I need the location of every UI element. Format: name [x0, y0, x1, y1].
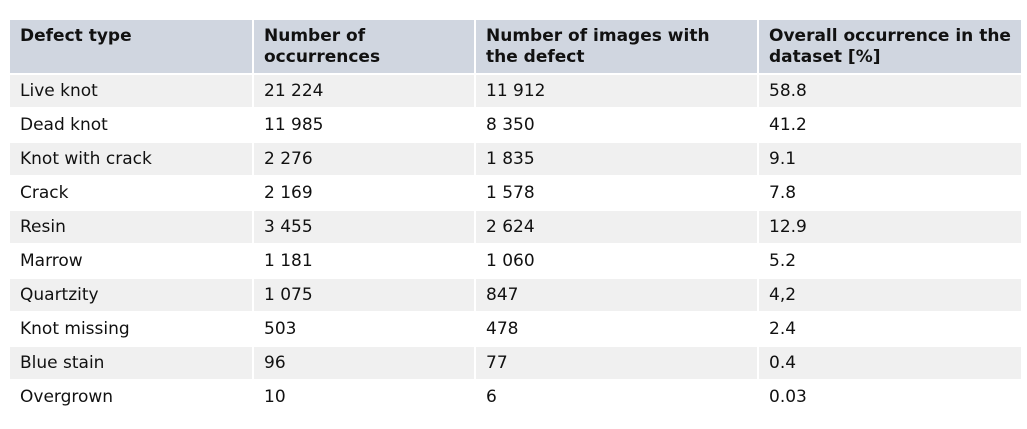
- table-row: Quartzity 1 075 847 4,2: [10, 279, 1021, 311]
- table-row: Blue stain 96 77 0.4: [10, 347, 1021, 379]
- cell-occurrences: 2 276: [254, 143, 474, 175]
- cell-defect-type: Quartzity: [10, 279, 252, 311]
- table-row: Live knot 21 224 11 912 58.8: [10, 75, 1021, 107]
- cell-percent: 0.03: [759, 381, 1021, 413]
- cell-images: 8 350: [476, 109, 757, 141]
- cell-defect-type: Crack: [10, 177, 252, 209]
- cell-occurrences: 21 224: [254, 75, 474, 107]
- defect-table: Defect type Number of occurrences Number…: [8, 18, 1023, 415]
- cell-defect-type: Knot missing: [10, 313, 252, 345]
- header-row: Defect type Number of occurrences Number…: [10, 20, 1021, 73]
- cell-images: 6: [476, 381, 757, 413]
- cell-percent: 2.4: [759, 313, 1021, 345]
- cell-occurrences: 1 181: [254, 245, 474, 277]
- header-number-of-occurrences: Number of occurrences: [254, 20, 474, 73]
- cell-images: 1 578: [476, 177, 757, 209]
- table-row: Knot with crack 2 276 1 835 9.1: [10, 143, 1021, 175]
- cell-defect-type: Live knot: [10, 75, 252, 107]
- table-row: Knot missing 503 478 2.4: [10, 313, 1021, 345]
- table-header: Defect type Number of occurrences Number…: [10, 20, 1021, 73]
- cell-percent: 0.4: [759, 347, 1021, 379]
- table-body: Live knot 21 224 11 912 58.8 Dead knot 1…: [10, 75, 1021, 413]
- defect-table-container: Defect type Number of occurrences Number…: [8, 18, 1021, 415]
- cell-percent: 5.2: [759, 245, 1021, 277]
- header-overall-occurrence: Overall occurrence in the dataset [%]: [759, 20, 1021, 73]
- cell-defect-type: Resin: [10, 211, 252, 243]
- table-row: Dead knot 11 985 8 350 41.2: [10, 109, 1021, 141]
- cell-percent: 9.1: [759, 143, 1021, 175]
- cell-images: 478: [476, 313, 757, 345]
- cell-images: 77: [476, 347, 757, 379]
- cell-images: 1 835: [476, 143, 757, 175]
- table-row: Marrow 1 181 1 060 5.2: [10, 245, 1021, 277]
- cell-occurrences: 1 075: [254, 279, 474, 311]
- table-row: Overgrown 10 6 0.03: [10, 381, 1021, 413]
- cell-occurrences: 10: [254, 381, 474, 413]
- cell-defect-type: Knot with crack: [10, 143, 252, 175]
- header-number-of-images: Number of images with the defect: [476, 20, 757, 73]
- cell-percent: 7.8: [759, 177, 1021, 209]
- cell-percent: 41.2: [759, 109, 1021, 141]
- cell-images: 11 912: [476, 75, 757, 107]
- cell-percent: 4,2: [759, 279, 1021, 311]
- cell-images: 847: [476, 279, 757, 311]
- cell-occurrences: 503: [254, 313, 474, 345]
- cell-percent: 58.8: [759, 75, 1021, 107]
- cell-occurrences: 96: [254, 347, 474, 379]
- cell-percent: 12.9: [759, 211, 1021, 243]
- cell-images: 2 624: [476, 211, 757, 243]
- cell-defect-type: Marrow: [10, 245, 252, 277]
- cell-defect-type: Overgrown: [10, 381, 252, 413]
- table-row: Resin 3 455 2 624 12.9: [10, 211, 1021, 243]
- cell-images: 1 060: [476, 245, 757, 277]
- cell-defect-type: Blue stain: [10, 347, 252, 379]
- cell-occurrences: 11 985: [254, 109, 474, 141]
- cell-occurrences: 3 455: [254, 211, 474, 243]
- table-row: Crack 2 169 1 578 7.8: [10, 177, 1021, 209]
- header-defect-type: Defect type: [10, 20, 252, 73]
- cell-occurrences: 2 169: [254, 177, 474, 209]
- cell-defect-type: Dead knot: [10, 109, 252, 141]
